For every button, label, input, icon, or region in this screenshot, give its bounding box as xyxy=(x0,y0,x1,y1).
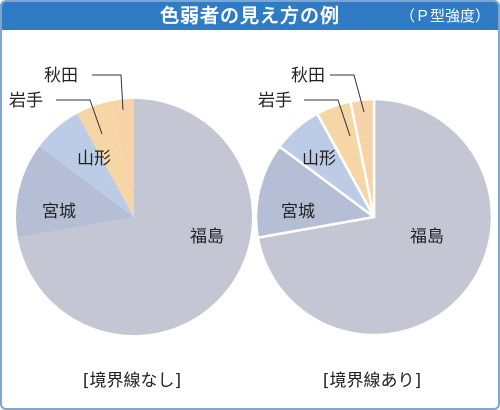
figure-subtitle: （Ｐ型強度） xyxy=(399,7,490,25)
title-bar: 色弱者の見え方の例 （Ｐ型強度） xyxy=(2,2,498,30)
slice-label-miyagi: 宮城 xyxy=(42,202,76,222)
leader-line-iwate xyxy=(304,99,351,137)
leader-line-iwate xyxy=(56,99,103,135)
slice-akita xyxy=(110,99,134,217)
slice-yamagata xyxy=(39,113,134,217)
slice-label-iwate: 岩手 xyxy=(9,91,43,111)
slice-miyagi xyxy=(254,145,376,239)
leader-line-akita xyxy=(92,74,124,111)
slice-fukushima xyxy=(17,99,252,335)
caption-without-borders: [境界線なし] xyxy=(82,371,182,391)
slice-label-akita: 秋田 xyxy=(291,66,325,86)
pie-2: 福島 宮城 山形 岩手 秋田 xyxy=(254,66,494,337)
slice-label-fukushima: 福島 xyxy=(410,227,444,247)
slice-miyagi xyxy=(16,146,134,238)
slice-label-miyagi: 宮城 xyxy=(281,202,315,222)
leader-line-akita xyxy=(330,74,365,113)
slice-label-akita: 秋田 xyxy=(44,66,78,86)
slice-label-yamagata: 山形 xyxy=(77,149,111,169)
slice-iwate xyxy=(77,101,134,217)
slice-label-iwate: 岩手 xyxy=(258,91,292,111)
slice-label-yamagata: 山形 xyxy=(302,149,336,169)
slice-label-fukushima: 福島 xyxy=(190,227,224,247)
slice-akita xyxy=(349,97,376,219)
caption-with-borders: [境界線あり] xyxy=(322,371,422,391)
figure-title: 色弱者の見え方の例 xyxy=(159,5,340,27)
